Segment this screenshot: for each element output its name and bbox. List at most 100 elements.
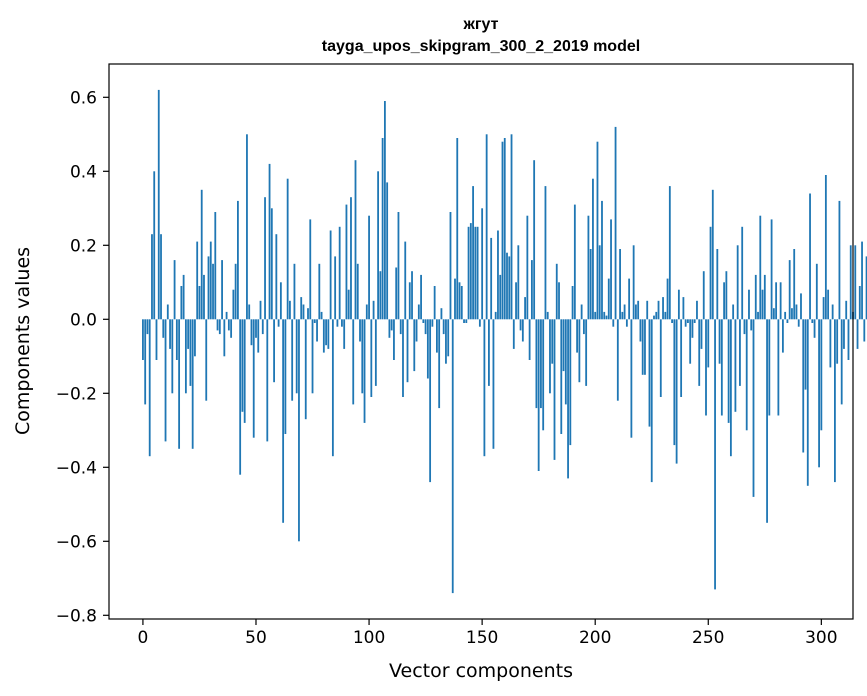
bar-57 (270, 208, 273, 320)
bar-281 (777, 319, 780, 416)
bar-256 (720, 319, 723, 416)
bar-68 (295, 319, 298, 394)
bar-34 (218, 319, 221, 335)
bar-215 (628, 278, 631, 320)
bar-219 (637, 300, 640, 320)
bar-5 (153, 171, 156, 320)
bar-7 (157, 89, 160, 320)
bar-291 (800, 293, 802, 320)
bar-275 (763, 274, 766, 320)
bar-13 (171, 319, 174, 394)
bar-47 (248, 304, 251, 320)
bar-41 (234, 263, 237, 320)
bar-176 (540, 319, 542, 409)
bar-223 (646, 300, 649, 320)
bar-186 (562, 319, 565, 372)
bar-14 (173, 260, 176, 320)
bar-9 (162, 319, 165, 338)
bar-33 (216, 319, 219, 331)
bar-0 (142, 319, 144, 360)
bar-94 (354, 160, 357, 320)
bar-146 (472, 186, 474, 320)
bar-145 (469, 223, 472, 320)
bar-241 (687, 319, 689, 323)
bar-254 (716, 249, 719, 320)
bar-245 (696, 300, 698, 320)
bar-300 (820, 319, 823, 431)
bar-60 (277, 319, 280, 327)
bar-198 (589, 249, 592, 320)
bar-91 (347, 289, 350, 320)
bar-24 (196, 241, 199, 320)
bar-210 (616, 319, 619, 401)
bar-22 (191, 319, 194, 449)
bar-206 (607, 278, 610, 320)
bar-190 (571, 286, 574, 320)
bar-119 (411, 271, 413, 320)
bar-218 (635, 304, 637, 320)
bar-135 (447, 319, 450, 357)
bar-244 (693, 319, 696, 323)
bar-301 (822, 297, 825, 320)
bar-257 (723, 282, 726, 320)
bar-184 (558, 282, 560, 320)
bar-136 (449, 212, 452, 320)
bar-144 (467, 226, 470, 320)
bar-270 (752, 319, 755, 497)
bar-46 (246, 134, 248, 320)
bar-222 (644, 319, 646, 375)
bar-170 (526, 215, 529, 320)
bar-59 (275, 234, 278, 320)
bar-299 (818, 319, 820, 468)
bar-95 (356, 263, 359, 320)
bar-317 (858, 286, 861, 320)
bar-148 (476, 226, 479, 320)
bar-224 (648, 319, 651, 427)
bar-158 (499, 274, 502, 320)
y-tick-label: −0.4 (56, 458, 97, 478)
bar-289 (795, 304, 798, 320)
bar-268 (748, 289, 750, 320)
bar-93 (352, 319, 355, 405)
bar-66 (291, 319, 294, 401)
bar-285 (786, 319, 789, 323)
bar-182 (553, 319, 556, 460)
bar-131 (438, 319, 441, 409)
bar-48 (250, 319, 253, 346)
bar-269 (750, 319, 753, 331)
x-tick-label: 200 (579, 628, 611, 648)
bar-84 (331, 319, 334, 457)
bar-167 (519, 319, 522, 331)
bar-71 (302, 304, 305, 320)
bar-294 (806, 319, 809, 486)
bar-259 (727, 319, 730, 423)
bar-260 (729, 319, 732, 457)
bar-52 (259, 300, 262, 320)
bar-240 (684, 319, 687, 327)
bar-98 (363, 319, 366, 423)
x-tick-label: 150 (466, 628, 498, 648)
bar-70 (300, 297, 303, 320)
bar-6 (155, 319, 158, 360)
bar-77 (316, 319, 318, 342)
bar-258 (725, 271, 728, 320)
bar-251 (709, 226, 712, 320)
y-tick-label: 0.6 (70, 88, 97, 108)
bar-12 (169, 319, 171, 349)
bar-61 (279, 282, 282, 320)
bar-125 (424, 319, 427, 335)
bar-231 (664, 311, 667, 320)
bar-108 (386, 182, 389, 320)
bar-282 (779, 282, 782, 320)
bar-195 (582, 319, 585, 335)
bar-304 (829, 319, 832, 368)
bar-263 (736, 245, 739, 320)
bar-8 (160, 234, 162, 320)
bar-310 (843, 319, 845, 349)
bar-192 (576, 319, 579, 353)
bar-124 (422, 319, 425, 323)
bar-202 (598, 245, 601, 320)
bar-311 (845, 300, 848, 320)
bar-211 (619, 249, 621, 320)
bars-group (142, 89, 867, 594)
